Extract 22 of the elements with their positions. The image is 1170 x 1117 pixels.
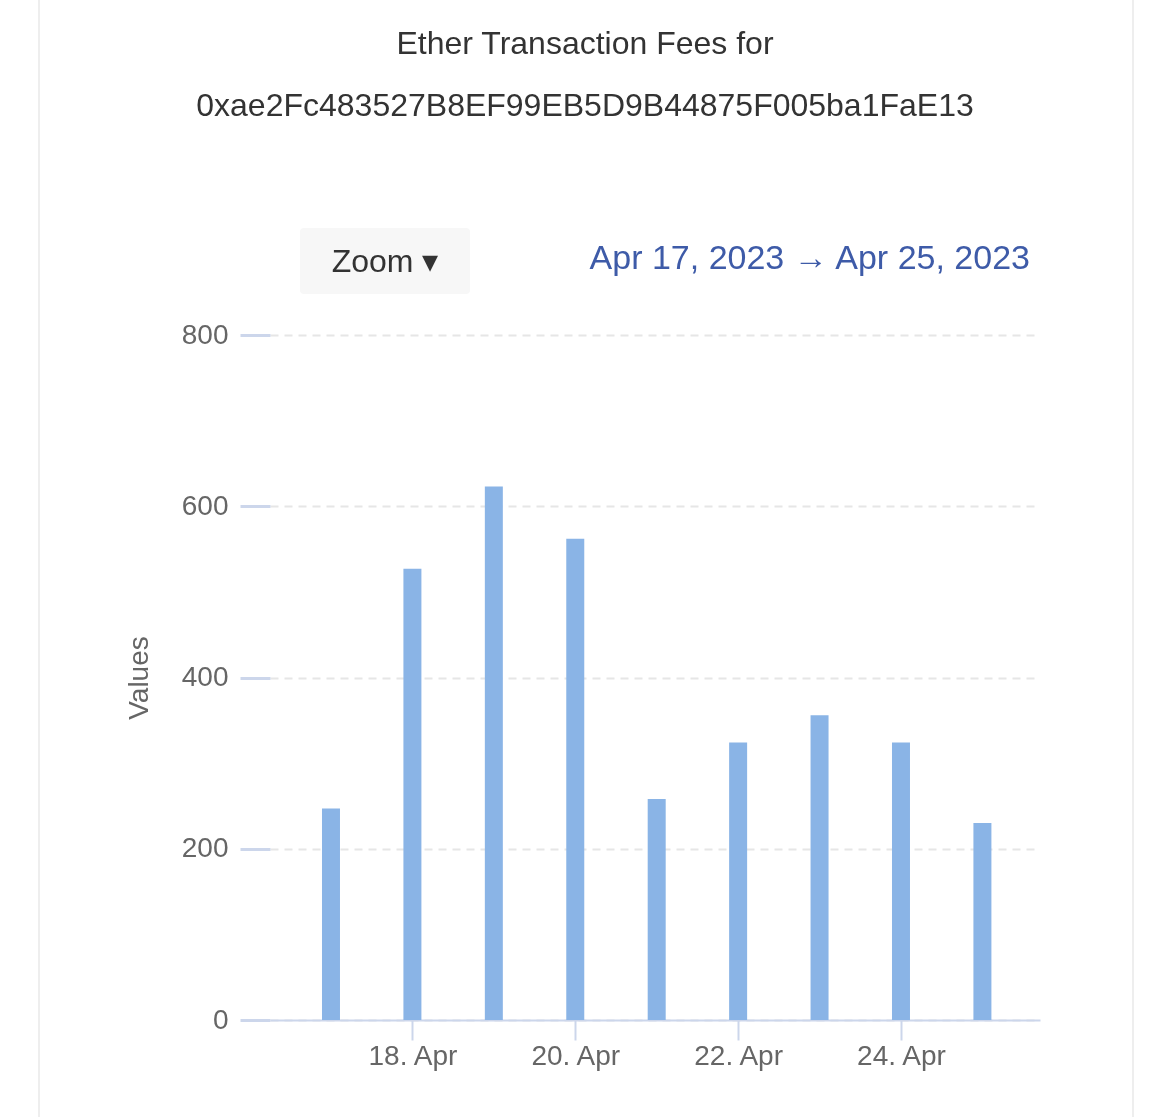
y-tick-label: 200 <box>181 832 229 864</box>
bar <box>973 823 992 1020</box>
y-axis-title: Values <box>122 636 154 720</box>
chart-title: Ether Transaction Fees for 0xae2Fc483527B8EF99EB5D9B44875F005ba1FaE13 <box>195 24 975 125</box>
bar <box>484 486 503 1020</box>
bar <box>891 742 910 1020</box>
x-tick-label: 18. Apr <box>368 1039 458 1071</box>
x-tick-label: 22. Apr <box>694 1039 783 1071</box>
bar <box>403 568 422 1020</box>
bar <box>566 538 585 1020</box>
bar <box>729 742 748 1020</box>
x-tick-label: 20. Apr <box>531 1039 621 1071</box>
text: Apr 17, 2023 → Apr 25, 2023 <box>588 238 1030 277</box>
x-tick-label: 24. Apr <box>857 1039 946 1071</box>
y-tick-label: 800 <box>181 318 229 350</box>
y-tick-label: 600 <box>181 489 229 521</box>
text: Zoom ▾ <box>300 228 470 294</box>
y-tick-label: 400 <box>181 661 229 692</box>
y-tick-label: 0 <box>212 1003 229 1035</box>
bar <box>810 715 829 1020</box>
bar <box>321 808 340 1020</box>
bar <box>647 799 666 1020</box>
